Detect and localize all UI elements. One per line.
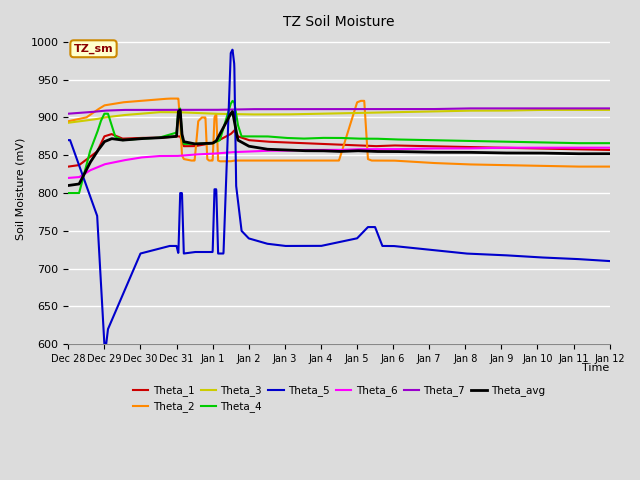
- Text: Time: Time: [582, 363, 610, 373]
- Title: TZ Soil Moisture: TZ Soil Moisture: [284, 15, 395, 29]
- Y-axis label: Soil Moisture (mV): Soil Moisture (mV): [15, 138, 25, 240]
- Legend: Theta_1, Theta_2, Theta_3, Theta_4, Theta_5, Theta_6, Theta_7, Theta_avg: Theta_1, Theta_2, Theta_3, Theta_4, Thet…: [129, 381, 549, 417]
- Text: TZ_sm: TZ_sm: [74, 44, 113, 54]
